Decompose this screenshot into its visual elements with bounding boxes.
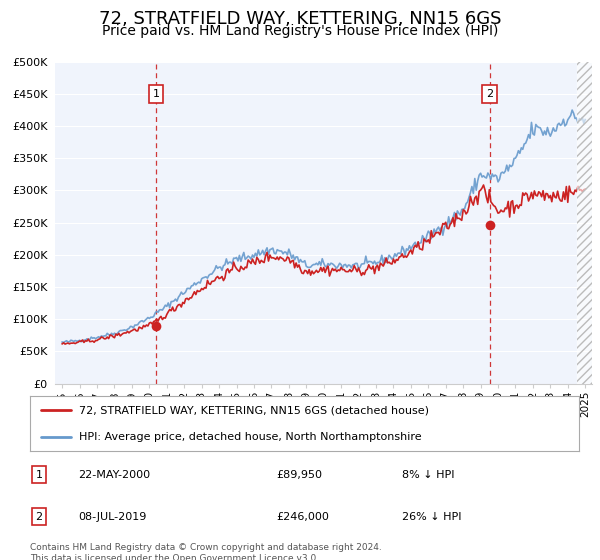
Text: £246,000: £246,000 [276, 512, 329, 521]
Text: 1: 1 [35, 470, 43, 479]
Text: 1: 1 [152, 89, 160, 99]
Text: 2: 2 [486, 89, 493, 99]
Text: 08-JUL-2019: 08-JUL-2019 [78, 512, 146, 521]
Text: Price paid vs. HM Land Registry's House Price Index (HPI): Price paid vs. HM Land Registry's House … [102, 24, 498, 38]
Text: 22-MAY-2000: 22-MAY-2000 [78, 470, 150, 479]
Bar [577, 62, 592, 384]
Text: £89,950: £89,950 [276, 470, 322, 479]
Text: 72, STRATFIELD WAY, KETTERING, NN15 6GS: 72, STRATFIELD WAY, KETTERING, NN15 6GS [99, 10, 501, 28]
Bar [577, 62, 592, 384]
Text: HPI: Average price, detached house, North Northamptonshire: HPI: Average price, detached house, Nort… [79, 432, 422, 441]
Text: 2: 2 [35, 512, 43, 521]
Text: 72, STRATFIELD WAY, KETTERING, NN15 6GS (detached house): 72, STRATFIELD WAY, KETTERING, NN15 6GS … [79, 405, 430, 415]
Text: 8% ↓ HPI: 8% ↓ HPI [402, 470, 455, 479]
Text: Contains HM Land Registry data © Crown copyright and database right 2024.
This d: Contains HM Land Registry data © Crown c… [30, 543, 382, 560]
Text: 26% ↓ HPI: 26% ↓ HPI [402, 512, 461, 521]
